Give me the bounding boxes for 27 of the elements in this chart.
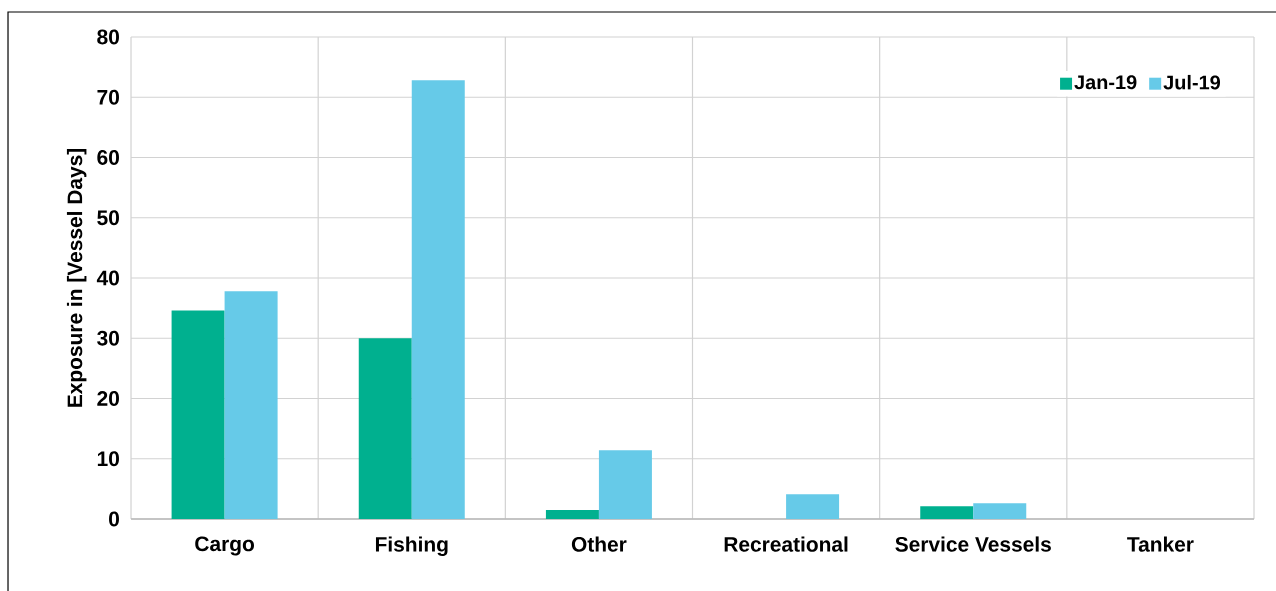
x-tick-label: Fishing bbox=[375, 536, 448, 557]
x-tick-label: Tanker bbox=[1127, 536, 1194, 552]
x-tick-label: Service Vessels bbox=[895, 536, 1051, 552]
bar bbox=[411, 80, 465, 519]
y-tick-label: 50 bbox=[97, 210, 119, 226]
bar bbox=[973, 503, 1027, 519]
y-axis-title: Exposure in [Vessel Days] bbox=[66, 148, 87, 407]
y-tick-label: 10 bbox=[97, 451, 119, 467]
y-tick-label: 80 bbox=[97, 29, 119, 45]
y-tick-label: 40 bbox=[96, 270, 119, 286]
y-tick-label: 70 bbox=[97, 89, 119, 105]
bar bbox=[920, 506, 974, 519]
y-tick-label: 30 bbox=[97, 330, 119, 346]
y-tick-label: 20 bbox=[97, 391, 119, 406]
bar bbox=[545, 509, 599, 519]
x-tick-label: Cargo bbox=[195, 536, 254, 556]
bar bbox=[786, 494, 840, 519]
bar bbox=[171, 310, 225, 519]
x-tick-label: Recreational bbox=[724, 536, 848, 552]
y-tick-label: 60 bbox=[97, 150, 119, 165]
legend-label: Jul-19 bbox=[1163, 74, 1221, 90]
x-tick-label: Other bbox=[571, 536, 627, 552]
legend-label: Jan-19 bbox=[1074, 75, 1137, 90]
bar bbox=[598, 450, 652, 519]
bar bbox=[224, 291, 278, 519]
y-tick-label: 0 bbox=[109, 511, 119, 527]
bar bbox=[358, 338, 412, 519]
